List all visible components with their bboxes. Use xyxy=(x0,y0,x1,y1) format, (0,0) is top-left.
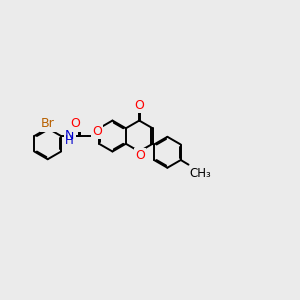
Text: CH₃: CH₃ xyxy=(190,167,212,180)
Text: O: O xyxy=(134,99,144,112)
Text: N: N xyxy=(65,128,74,142)
Text: O: O xyxy=(70,117,80,130)
Text: H: H xyxy=(65,134,74,147)
Text: Br: Br xyxy=(41,117,55,130)
Text: O: O xyxy=(92,125,102,138)
Text: O: O xyxy=(135,149,145,163)
